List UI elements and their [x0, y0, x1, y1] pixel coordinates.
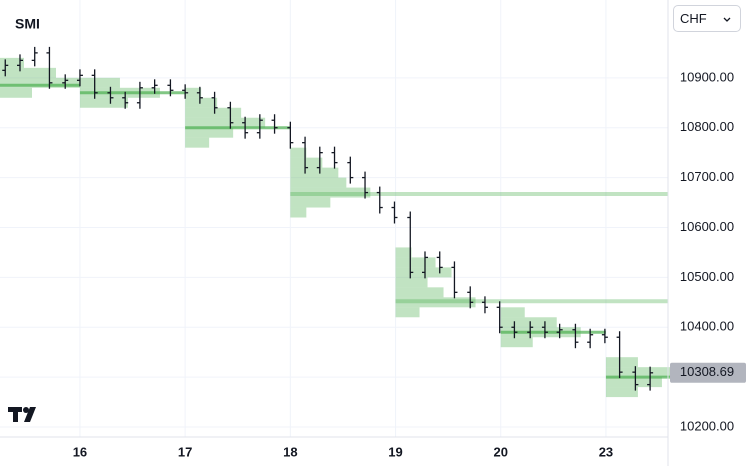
y-tick-label: 10200.00 [680, 418, 734, 433]
volume-profile-bar [79, 77, 120, 88]
volume-profile-bar [290, 167, 339, 178]
volume-profile-bar [605, 387, 638, 398]
x-tick-label: 18 [283, 444, 297, 459]
y-tick-label: 10800.00 [680, 119, 734, 134]
volume-profile-bar [605, 357, 638, 368]
volume-profile-bar [290, 187, 371, 198]
volume-profile-bar [290, 177, 347, 188]
y-tick-label: 10900.00 [680, 69, 734, 84]
dropdown-caret [723, 17, 731, 22]
last-price-label: 10308.69 [680, 364, 734, 379]
chart-title: SMI [15, 16, 40, 32]
y-tick-label: 10500.00 [680, 269, 734, 284]
volume-profile-bar [185, 127, 234, 138]
volume-profile-bar [395, 287, 444, 298]
volume-profile-bar [395, 277, 428, 288]
volume-profile-bar [0, 57, 24, 68]
volume-profile-bar [395, 307, 420, 318]
volume-profile-bar [79, 97, 128, 108]
volume-profile-bar [0, 67, 56, 78]
volume-profile-bar [185, 107, 242, 118]
volume-profile-bar [395, 257, 436, 268]
volume-profile-bar [290, 157, 323, 168]
volume-profile-bar [185, 87, 202, 98]
y-tick-label: 10600.00 [680, 219, 734, 234]
currency-dropdown[interactable]: CHF [673, 5, 741, 32]
volume-profile-bar [185, 137, 210, 148]
volume-profile-bar [500, 307, 525, 318]
y-tick-label: 10400.00 [680, 319, 734, 334]
logo [8, 407, 36, 422]
currency-label: CHF [680, 11, 707, 26]
x-tick-label: 20 [494, 444, 508, 459]
volume-profile-bar [0, 77, 80, 88]
y-tick-label: 10700.00 [680, 169, 734, 184]
volume-profile-bar [500, 337, 533, 348]
volume-profile-bar [395, 247, 412, 258]
volume-profile-bar [185, 97, 218, 108]
volume-profile-bar [290, 207, 307, 218]
last-price-box [670, 362, 746, 383]
volume-profile-bar [605, 377, 662, 388]
volume-profile-bar [0, 87, 32, 98]
volume-profile-bar [500, 317, 557, 328]
volume-profile-bar [395, 297, 476, 308]
x-tick-label: 19 [388, 444, 402, 459]
x-tick-label: 23 [599, 444, 613, 459]
volume-profile-bar [290, 147, 307, 158]
volume-profile-bar [185, 117, 266, 128]
volume-profile-bar [290, 197, 331, 208]
x-tick-label: 16 [73, 444, 87, 459]
x-tick-label: 17 [178, 444, 192, 459]
volume-profile-bar [605, 367, 686, 378]
